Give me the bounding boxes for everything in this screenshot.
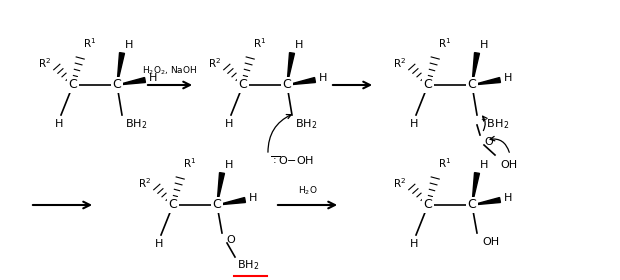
Text: H: H	[410, 239, 418, 249]
Text: $^{-}$BH$_2$: $^{-}$BH$_2$	[480, 117, 509, 131]
Text: C: C	[467, 199, 476, 211]
Text: OH: OH	[482, 237, 499, 247]
Text: R$^1$: R$^1$	[438, 156, 451, 170]
Text: C: C	[169, 199, 177, 211]
Polygon shape	[217, 172, 224, 205]
Text: C: C	[213, 199, 221, 211]
Text: R$^2$: R$^2$	[138, 176, 151, 190]
Polygon shape	[217, 197, 246, 205]
Text: R$^1$: R$^1$	[253, 36, 267, 50]
Text: H: H	[480, 160, 489, 170]
Text: H: H	[504, 73, 512, 83]
Polygon shape	[472, 78, 500, 85]
Polygon shape	[117, 53, 125, 85]
Text: BH$_2$: BH$_2$	[125, 117, 147, 131]
Text: H: H	[410, 119, 418, 129]
Text: H: H	[504, 193, 512, 203]
Text: H: H	[55, 119, 63, 129]
Text: C: C	[467, 78, 476, 92]
Text: H: H	[295, 40, 303, 50]
Text: H: H	[319, 73, 327, 83]
Text: C: C	[239, 78, 247, 92]
Text: BH$_2$: BH$_2$	[295, 117, 317, 131]
Polygon shape	[472, 53, 479, 85]
Text: R$^2$: R$^2$	[393, 176, 406, 190]
Text: H: H	[155, 239, 163, 249]
Polygon shape	[287, 53, 294, 85]
Text: C: C	[283, 78, 291, 92]
Text: H: H	[249, 193, 257, 203]
Text: R$^2$: R$^2$	[208, 56, 221, 70]
Text: R$^2$: R$^2$	[38, 56, 51, 70]
Polygon shape	[472, 172, 479, 205]
Text: H$_2$O$_2$, NaOH: H$_2$O$_2$, NaOH	[142, 64, 198, 77]
Text: O: O	[226, 235, 235, 245]
Text: O: O	[484, 137, 493, 147]
Text: $\overline{:}$O$-$OH: $\overline{:}$O$-$OH	[270, 154, 314, 166]
Polygon shape	[287, 78, 316, 85]
Text: C: C	[69, 78, 78, 92]
Text: R$^1$: R$^1$	[83, 36, 96, 50]
Text: H: H	[225, 160, 233, 170]
Text: H: H	[225, 119, 233, 129]
Text: H: H	[149, 73, 157, 83]
Text: H$_2$O: H$_2$O	[298, 185, 317, 197]
Polygon shape	[117, 78, 146, 85]
Text: BH$_2$: BH$_2$	[237, 258, 259, 272]
Text: R$^1$: R$^1$	[438, 36, 451, 50]
Text: OH: OH	[500, 160, 517, 170]
Text: C: C	[113, 78, 122, 92]
Text: R$^2$: R$^2$	[393, 56, 406, 70]
Text: H: H	[480, 40, 489, 50]
Text: R$^1$: R$^1$	[183, 156, 197, 170]
Text: H: H	[125, 40, 133, 50]
Polygon shape	[472, 197, 500, 205]
Text: C: C	[423, 199, 432, 211]
Text: C: C	[423, 78, 432, 92]
